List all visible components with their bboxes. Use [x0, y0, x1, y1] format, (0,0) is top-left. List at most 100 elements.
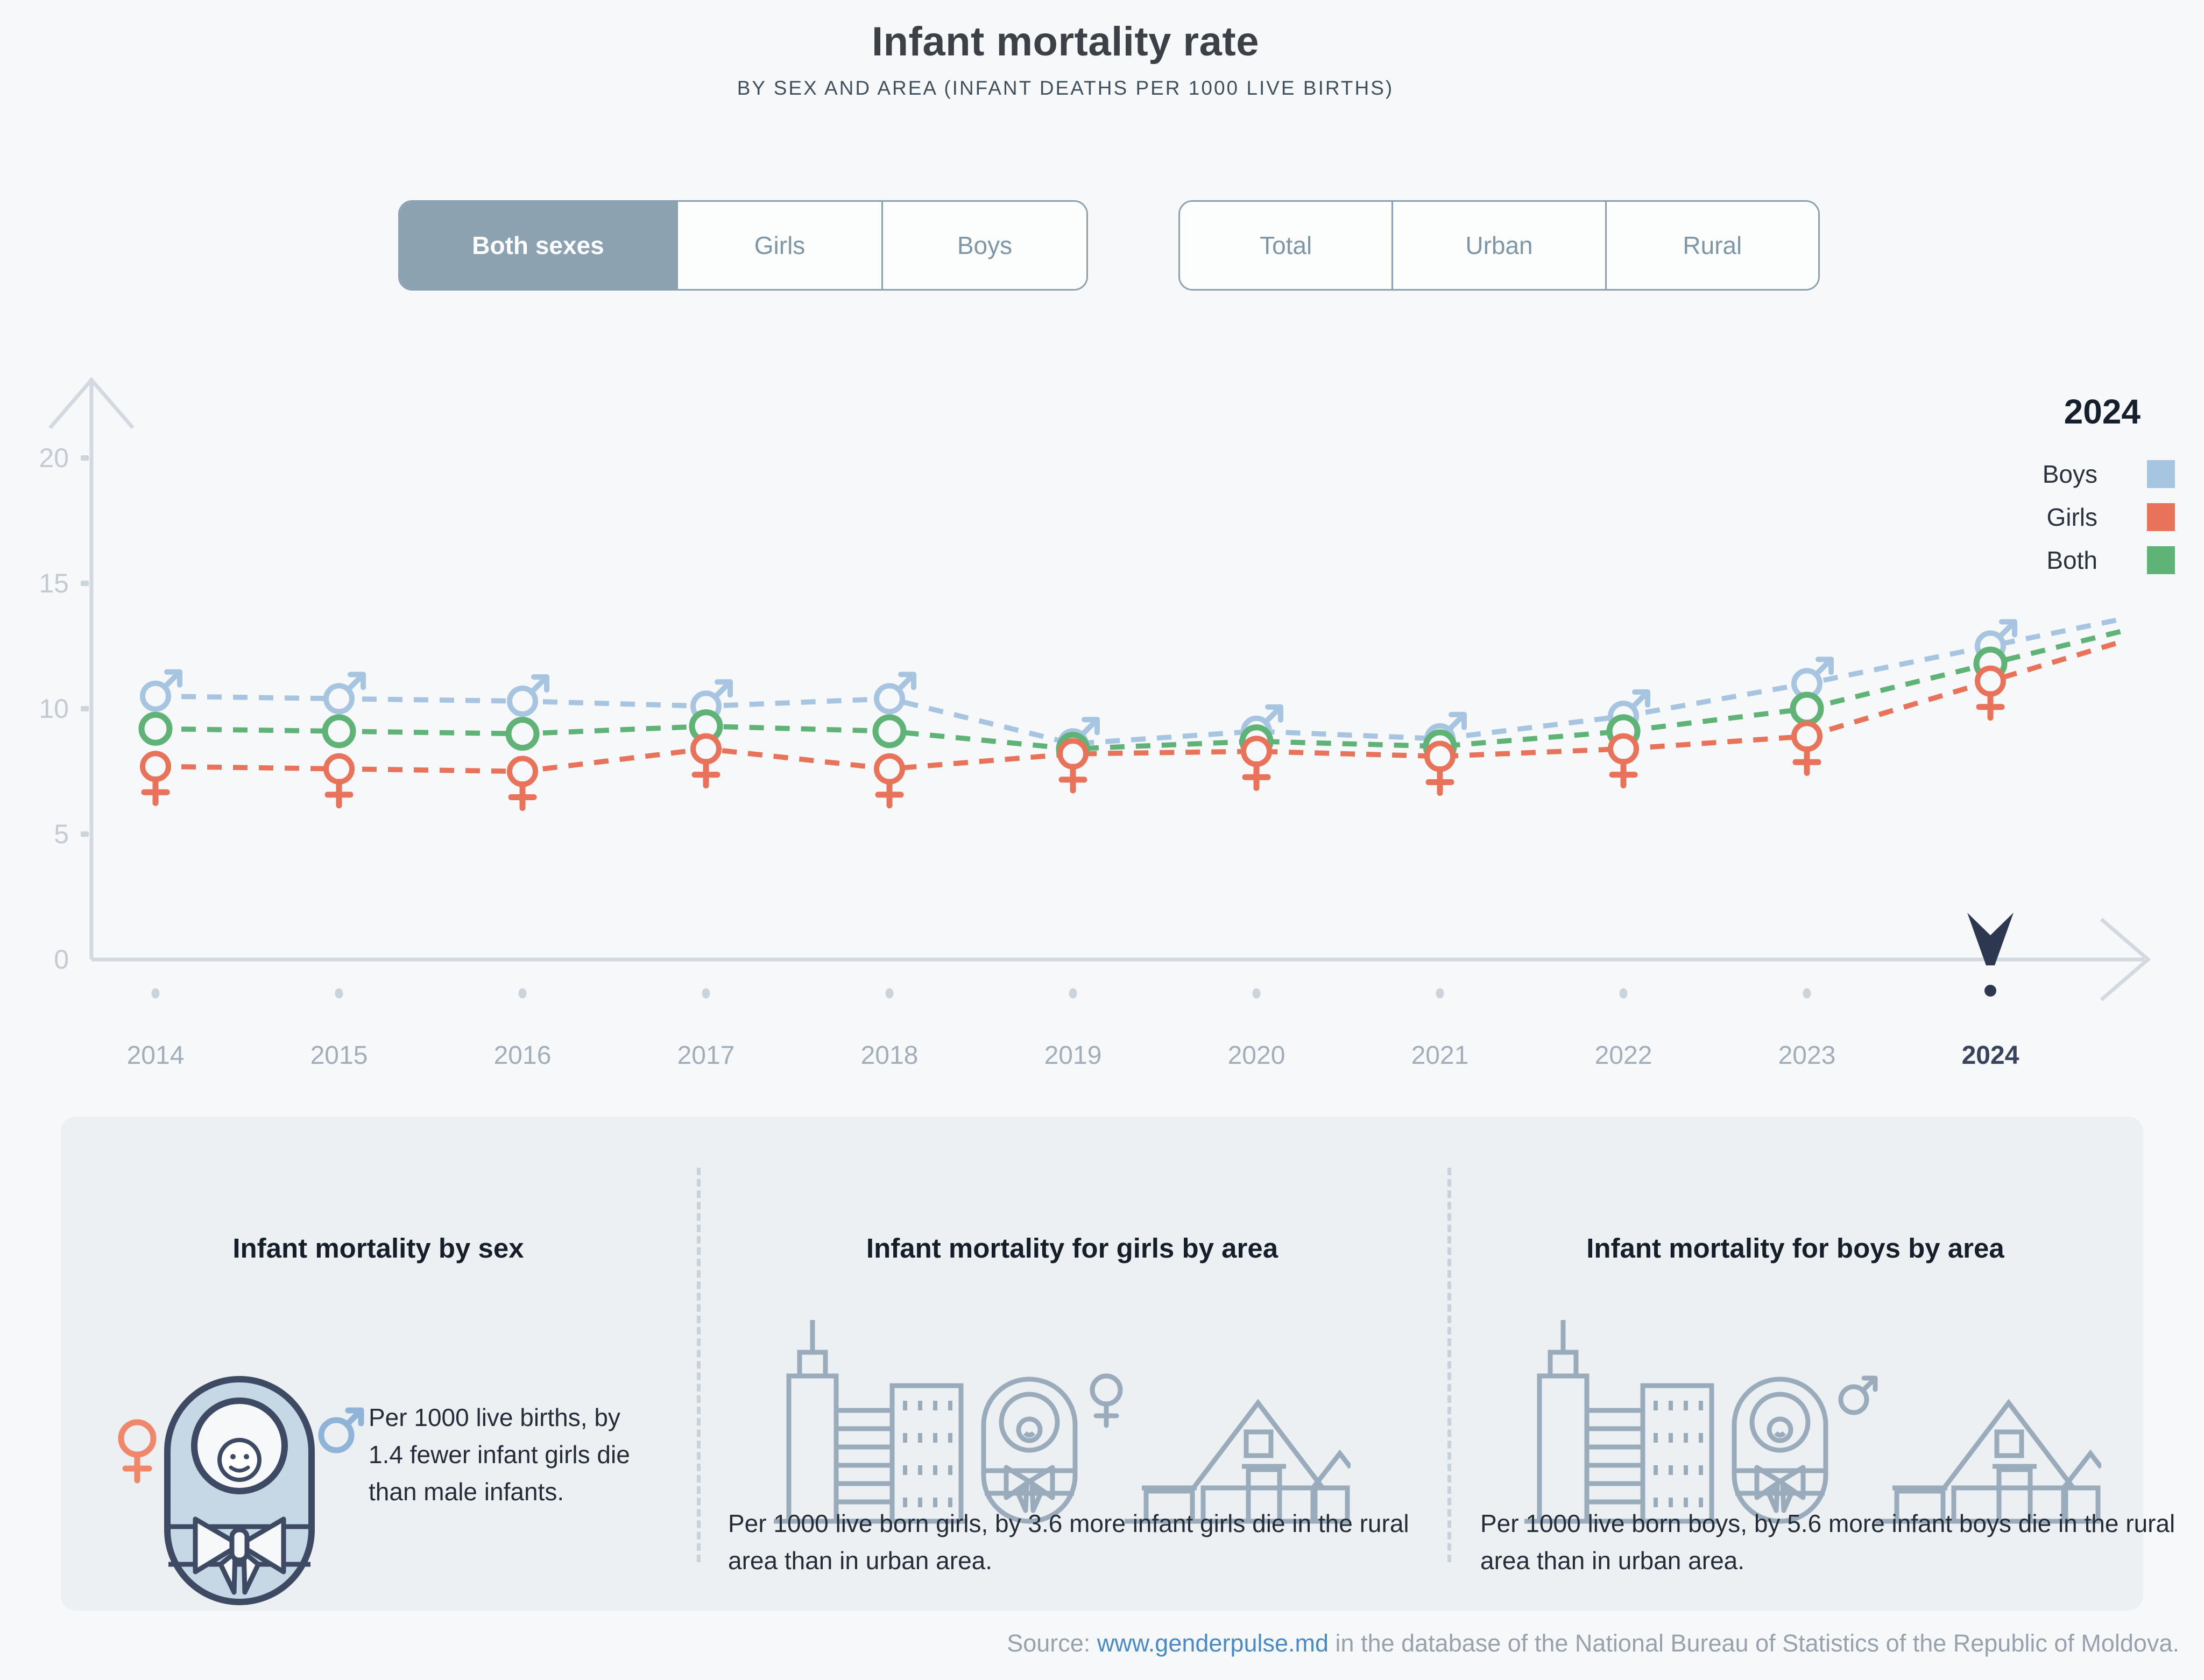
data-point-both-2015[interactable] [322, 714, 356, 749]
legend-label: Boys [2042, 460, 2097, 488]
data-point-girls-2023[interactable] [1791, 721, 1822, 776]
sex-filter-group: Both sexes Girls Boys [398, 200, 1088, 291]
card-text-boys-area: Per 1000 live born boys, by 5.6 more inf… [1480, 1509, 2175, 1575]
y-axis-ticks: 0 5 10 15 20 [39, 443, 89, 975]
y-tick-mark [81, 831, 89, 837]
series-line-girls [155, 639, 2122, 774]
data-point-boys-2023[interactable] [1791, 657, 1834, 700]
data-point-girls-2015[interactable] [323, 753, 355, 809]
year-dot[interactable] [1252, 988, 1261, 999]
y-tick-label: 5 [54, 819, 69, 849]
card-title-boys-area: Infant mortality for boys by area [1586, 1233, 2004, 1263]
y-tick-mark [81, 455, 89, 461]
y-tick-mark [81, 581, 89, 586]
selected-year-dot [1984, 985, 1996, 997]
legend-items: Boys Girls Both [1981, 460, 2175, 575]
mortality-line-chart: 0 5 10 15 20 2014 2015 2016 2017 2018 2019 2020 2021… [39, 377, 2151, 1070]
data-point-both-2014[interactable] [138, 711, 173, 746]
selected-year-marker-icon [1967, 913, 2014, 965]
house-icon [1125, 1403, 1351, 1521]
data-point-both-2023[interactable] [1790, 691, 1824, 726]
data-point-girls-2019[interactable] [1057, 738, 1089, 794]
y-tick-label: 10 [39, 694, 69, 724]
year-dot[interactable] [518, 988, 527, 999]
year-label-2023[interactable]: 2023 [1778, 1041, 1836, 1070]
legend-swatch [2147, 503, 2175, 531]
year-label-2019[interactable]: 2019 [1044, 1041, 1102, 1070]
sex-filter-girls[interactable]: Girls [676, 202, 882, 289]
source-suffix: in the database of the National Bureau o… [1329, 1629, 2179, 1657]
series-line-both [155, 629, 2122, 752]
data-point-girls-2016[interactable] [507, 756, 538, 811]
source-link[interactable]: www.genderpulse.md [1097, 1629, 1329, 1657]
legend-label: Both [2046, 546, 2097, 574]
year-label-2016[interactable]: 2016 [494, 1041, 552, 1070]
area-filter-group: Total Urban Rural [1178, 200, 1820, 291]
sex-filter-both-sexes[interactable]: Both sexes [400, 202, 677, 289]
year-dot[interactable] [335, 988, 343, 999]
page-title: Infant mortality rate [872, 19, 1259, 65]
year-dot[interactable] [1069, 988, 1077, 999]
area-filter-total[interactable]: Total [1180, 202, 1392, 289]
year-dot[interactable] [1803, 988, 1811, 999]
legend-item-boys: Boys [1981, 460, 2175, 489]
legend-swatch [2147, 546, 2175, 574]
data-point-boys-2018[interactable] [874, 672, 916, 715]
data-point-girls-2024[interactable] [1975, 665, 2006, 721]
boys-area-icons [1520, 1310, 2101, 1531]
year-label-2018[interactable]: 2018 [861, 1041, 919, 1070]
data-point-girls-2018[interactable] [874, 753, 905, 809]
year-dot[interactable] [1436, 988, 1444, 999]
data-point-girls-2014[interactable] [140, 751, 171, 806]
data-point-both-2018[interactable] [872, 714, 907, 749]
source-prefix: Source: [1007, 1629, 1097, 1657]
card-text-girls-area: Per 1000 live born girls, by 3.6 more in… [728, 1509, 1409, 1575]
sex-filter-boys[interactable]: Boys [881, 202, 1086, 289]
year-dot[interactable] [885, 988, 894, 999]
data-point-girls-2022[interactable] [1608, 733, 1639, 789]
year-dot[interactable] [151, 988, 160, 999]
city-buildings-icon [1524, 1320, 1718, 1521]
year-dot[interactable] [1619, 988, 1628, 999]
year-label-2021[interactable]: 2021 [1411, 1041, 1469, 1070]
area-filter-rural[interactable]: Rural [1605, 202, 1818, 289]
year-label-2014[interactable]: 2014 [127, 1041, 185, 1070]
chart-legend: 2024 Boys Girls Both [1981, 392, 2175, 575]
house-icon [1875, 1403, 2101, 1521]
swaddled-baby-icon [1734, 1379, 1826, 1521]
source-footer: Source: www.genderpulse.md in the databa… [1007, 1629, 2179, 1657]
legend-item-both: Both [1981, 546, 2175, 575]
year-label-2017[interactable]: 2017 [677, 1041, 735, 1070]
baby-with-sex-symbols-icon [118, 1376, 364, 1605]
girls-area-icons [769, 1310, 1351, 1531]
card-divider [1447, 1168, 1451, 1562]
year-label-2020[interactable]: 2020 [1228, 1041, 1285, 1070]
y-tick-label: 20 [39, 443, 69, 473]
data-point-boys-2016[interactable] [507, 674, 549, 717]
chart-axes [48, 377, 2151, 1001]
year-label-2024[interactable]: 2024 [1962, 1041, 2019, 1070]
card-divider [697, 1168, 701, 1562]
year-label-2015[interactable]: 2015 [310, 1041, 368, 1070]
data-point-boys-2015[interactable] [323, 672, 366, 715]
legend-label: Girls [2046, 503, 2097, 531]
card-text-by-sex: Per 1000 live births, by 1.4 fewer infan… [369, 1403, 630, 1506]
data-point-girls-2017[interactable] [690, 733, 722, 789]
legend-swatch [2147, 460, 2175, 488]
area-filter-urban[interactable]: Urban [1391, 202, 1605, 289]
year-label-2022[interactable]: 2022 [1595, 1041, 1652, 1070]
female-symbol-icon [118, 1419, 157, 1484]
male-symbol-icon [1838, 1375, 1878, 1415]
data-point-girls-2020[interactable] [1241, 736, 1272, 791]
swaddled-baby-icon [984, 1379, 1075, 1521]
female-symbol-icon [1090, 1373, 1123, 1428]
baby-icon [164, 1376, 315, 1605]
x-axis-years: 2014 2015 2016 2017 2018 2019 2020 2021 2022 2023… [127, 913, 2019, 1070]
year-dot[interactable] [702, 988, 710, 999]
male-symbol-icon [318, 1407, 364, 1453]
data-point-both-2016[interactable] [505, 717, 540, 751]
data-point-girls-2021[interactable] [1424, 740, 1456, 796]
insight-cards: Infant mortality by sex [61, 1117, 2175, 1611]
y-tick-label: 0 [54, 944, 69, 975]
data-point-boys-2014[interactable] [140, 669, 182, 712]
